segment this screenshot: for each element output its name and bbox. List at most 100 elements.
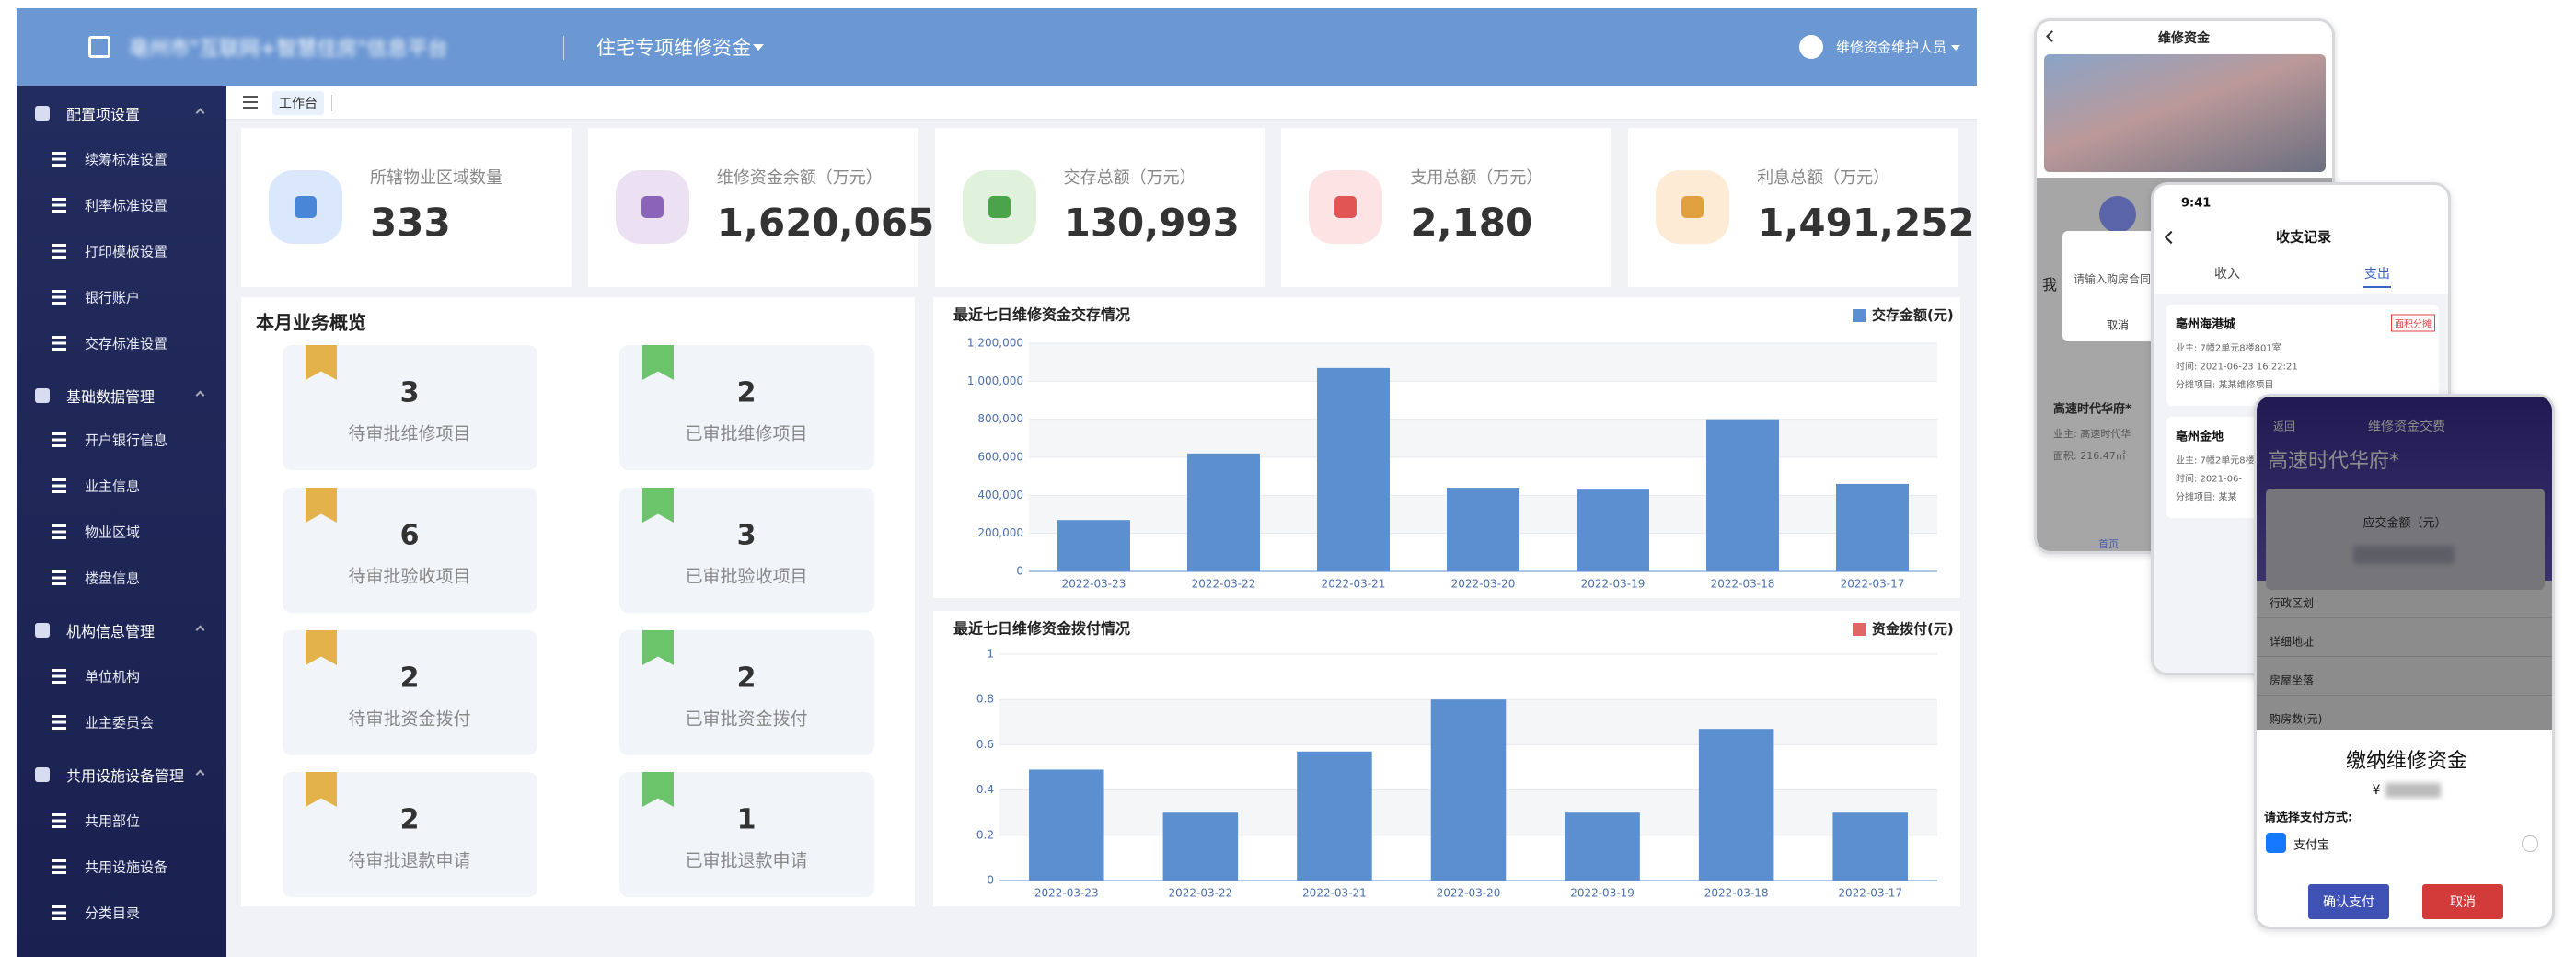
menu-group[interactable]: 基础数据管理 (66, 388, 156, 406)
page-title: 维修资金交费 (2368, 420, 2445, 434)
overview-card[interactable]: 2 待审批退款申请 (283, 772, 537, 897)
menu-group[interactable]: 共用设施设备管理 (66, 767, 185, 785)
bar (1430, 699, 1507, 881)
menu-item[interactable]: 楼盘信息 (85, 570, 141, 587)
menu-arrow (195, 108, 205, 118)
menu-item[interactable]: 分类目录 (85, 904, 141, 922)
tab[interactable]: 工作台 (272, 91, 324, 115)
menu-item[interactable]: 共用部位 (85, 812, 141, 830)
page-title: 收支记录 (2275, 228, 2332, 246)
stat-glyph (295, 196, 317, 218)
overview-card[interactable]: 2 已审批维修项目 (619, 345, 874, 470)
dialog-text: 请输入购房合同 (2074, 272, 2152, 286)
y-tick-label: 600,000 (977, 451, 1023, 464)
legend-label: 交存金额(元) (1872, 307, 1954, 324)
menu-group[interactable]: 配置项设置 (66, 106, 141, 123)
stat-icon (615, 170, 689, 244)
menu-item[interactable]: 打印模板设置 (85, 243, 168, 260)
stat-card: 利息总额（万元） 1,491,252 (1628, 128, 1975, 287)
overview-title: 本月业务概览 (256, 311, 366, 334)
stat-card: 维修资金余额（万元） 1,620,065 (587, 128, 934, 287)
radio[interactable] (2522, 835, 2538, 852)
legend-swatch (1853, 623, 1866, 636)
x-tick-label: 2022-03-21 (1322, 578, 1386, 591)
logo-icon (88, 36, 110, 58)
tab-underline (2363, 286, 2391, 288)
menu-item[interactable]: 物业区域 (85, 524, 141, 541)
menu-item[interactable]: 交存标准设置 (85, 335, 168, 352)
menu-item-icon (52, 152, 66, 167)
segment-tab[interactable]: 收入 (2214, 267, 2240, 282)
overview-card[interactable]: 3 待审批维修项目 (283, 345, 537, 470)
menu-group[interactable]: 机构信息管理 (66, 623, 156, 640)
y-tick-label: 1 (987, 648, 994, 661)
menu-item[interactable]: 续筹标准设置 (85, 151, 168, 168)
segment-tab[interactable]: 支出 (2364, 267, 2390, 282)
dialog-cancel[interactable]: 取消 (2106, 318, 2130, 332)
bar (1162, 812, 1239, 881)
amount-blur (2385, 783, 2441, 798)
confirm-button[interactable]: 确认支付 (2308, 884, 2389, 919)
stat-label: 交存总额（万元） (1063, 168, 1196, 188)
legend-label: 资金拨付(元) (1872, 621, 1954, 638)
x-tick-label: 2022-03-17 (1838, 887, 1902, 900)
pay-method[interactable]: 支付宝 (2293, 838, 2330, 853)
chart: 最近七日维修资金拨付情况 资金拨付(元) 0 0.2 0.4 0.6 0.8 1 2022-03… (953, 620, 1954, 900)
menu-item[interactable]: 利率标准设置 (85, 197, 168, 214)
cancel-button[interactable]: 取消 (2422, 884, 2503, 919)
chart-title: 最近七日维修资金交存情况 (953, 306, 1130, 324)
module-switch[interactable]: 住宅专项维修资金 (596, 37, 751, 59)
overview-card[interactable]: 3 已审批验收项目 (619, 488, 874, 613)
tab-home[interactable]: 首页 (2098, 538, 2119, 550)
bar (1706, 419, 1779, 571)
nav-back[interactable]: 返回 (2273, 420, 2296, 433)
menu-group-icon (35, 623, 50, 638)
menu-item-icon (52, 524, 66, 539)
info-row-line (2257, 695, 2552, 696)
record-line: 分摊项目: 某某 (2176, 492, 2237, 503)
stat-glyph (988, 196, 1011, 218)
menu-item-icon (52, 432, 66, 447)
x-tick-label: 2022-03-21 (1302, 887, 1367, 900)
record-line: 业主: 7幢2单元8楼801室 (2176, 343, 2281, 354)
menu-item[interactable]: 共用设施设备 (85, 858, 168, 876)
tab-bar: 工作台 (226, 86, 1977, 120)
pay-method-prompt: 请选择支付方式: (2264, 811, 2353, 825)
ribbon (306, 772, 337, 807)
overview-card[interactable]: 2 待审批资金拨付 (283, 630, 537, 755)
overview-count: 2 (736, 376, 757, 409)
confirm-label: 确认支付 (2323, 895, 2374, 910)
tab-divider (331, 95, 332, 111)
stat-card: 所辖物业区域数量 333 (241, 128, 572, 287)
dropdown-caret (753, 44, 764, 51)
status-time: 9:41 (2181, 196, 2212, 211)
collapse-icon[interactable] (243, 96, 258, 109)
back-arrow[interactable] (2046, 30, 2058, 42)
back-arrow[interactable] (2164, 230, 2178, 245)
menu-item[interactable]: 银行账户 (85, 289, 141, 306)
menu-item[interactable]: 开户银行信息 (85, 432, 168, 449)
platform-title: 亳州市"互联网+智慧住房"信息平台 (129, 38, 448, 61)
menu-item[interactable]: 业主委员会 (85, 714, 155, 731)
ribbon (642, 345, 674, 380)
menu-item[interactable]: 业主信息 (85, 478, 141, 495)
stat-card: 支用总额（万元） 2,180 (1281, 128, 1612, 287)
overview-label: 已审批资金拨付 (685, 708, 808, 730)
x-tick-label: 2022-03-18 (1711, 578, 1775, 591)
record-card[interactable]: 亳州海港城 面积分摊 业主: 7幢2单元8楼801室 时间: 2021-06-23 1… (2166, 305, 2439, 406)
overview-card[interactable]: 2 已审批资金拨付 (619, 630, 874, 755)
x-tick-label: 2022-03-23 (1034, 887, 1099, 900)
grid-band (1029, 343, 1937, 382)
menu-group-icon (35, 106, 50, 121)
user-name[interactable]: 维修资金维护人员 (1836, 39, 1947, 56)
grid-band (1029, 419, 1937, 457)
overview-card[interactable]: 6 待审批验收项目 (283, 488, 537, 613)
overview-card[interactable]: 1 已审批退款申请 (619, 772, 874, 897)
record-line: 分摊项目: 某某维修项目 (2176, 380, 2274, 391)
stat-label: 利息总额（万元） (1757, 168, 1890, 188)
menu-item[interactable]: 单位机构 (85, 668, 141, 685)
x-tick-label: 2022-03-22 (1168, 887, 1232, 900)
y-tick-label: 800,000 (977, 412, 1023, 425)
x-tick-label: 2022-03-18 (1704, 887, 1769, 900)
